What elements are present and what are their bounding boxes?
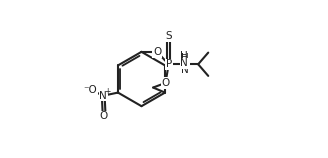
Text: N: N: [180, 58, 188, 68]
Text: O: O: [161, 78, 170, 88]
Text: O: O: [153, 47, 161, 57]
Text: ⁻O: ⁻O: [83, 85, 97, 95]
Text: O: O: [100, 111, 108, 121]
Text: S: S: [165, 31, 172, 41]
Text: +: +: [104, 87, 111, 96]
Text: H: H: [180, 51, 188, 61]
Text: N: N: [99, 91, 107, 101]
Text: H
N: H N: [181, 53, 189, 75]
Text: P: P: [166, 59, 172, 69]
